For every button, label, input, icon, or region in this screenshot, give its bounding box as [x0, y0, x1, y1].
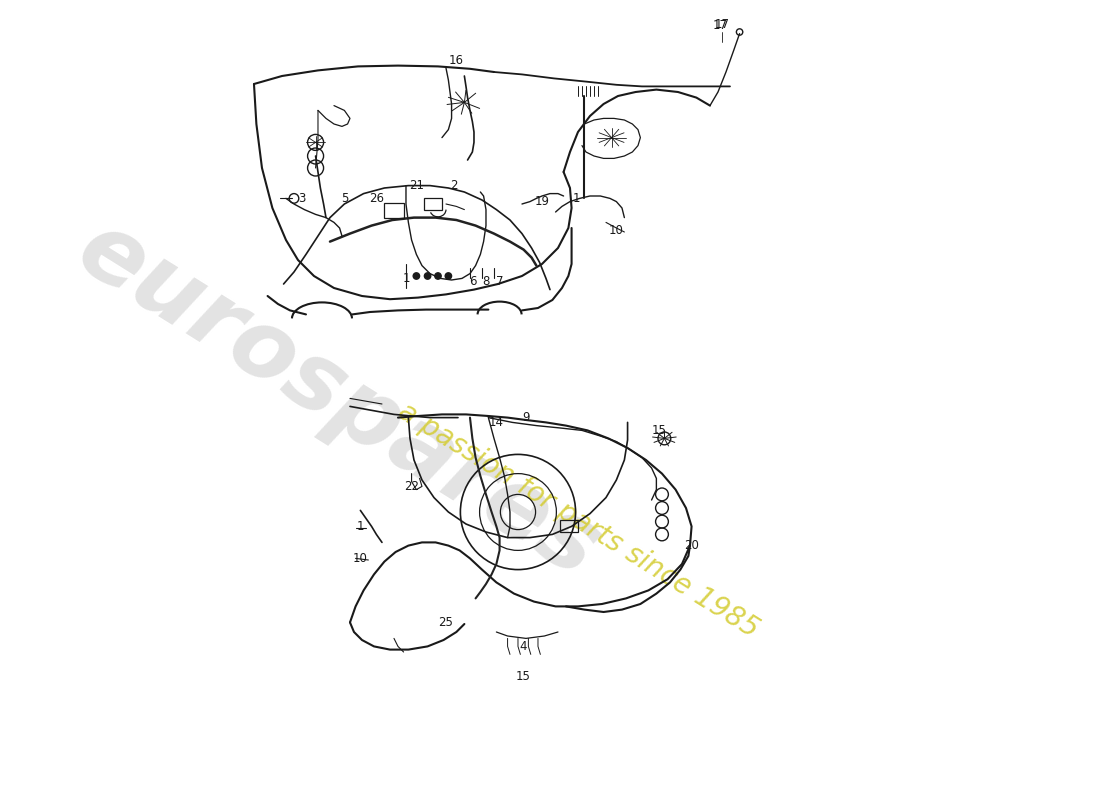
Text: 1: 1 — [573, 192, 580, 205]
Circle shape — [446, 273, 452, 279]
Text: 17: 17 — [713, 19, 728, 32]
Text: 1: 1 — [356, 520, 364, 533]
Text: 17: 17 — [715, 18, 729, 30]
Text: 1: 1 — [403, 272, 409, 285]
Text: 21: 21 — [409, 179, 424, 192]
Circle shape — [414, 273, 419, 279]
Text: 15: 15 — [516, 670, 531, 682]
Text: 2: 2 — [450, 179, 458, 192]
Text: 6: 6 — [469, 275, 476, 288]
Bar — [425, 198, 442, 210]
Text: 22: 22 — [404, 480, 419, 493]
Text: 9: 9 — [522, 411, 530, 424]
Text: 15: 15 — [652, 424, 667, 437]
Text: 8: 8 — [482, 275, 490, 288]
Text: 26: 26 — [368, 192, 384, 205]
Text: 5: 5 — [341, 192, 348, 205]
Text: 10: 10 — [353, 552, 367, 565]
Text: a passion for parts since 1985: a passion for parts since 1985 — [393, 397, 763, 643]
Text: 20: 20 — [684, 539, 699, 552]
Text: eurospares: eurospares — [60, 202, 616, 598]
Text: 19: 19 — [535, 195, 550, 208]
Text: 25: 25 — [439, 616, 453, 629]
Text: 10: 10 — [609, 224, 624, 237]
Bar — [384, 203, 405, 218]
Text: 16: 16 — [449, 54, 464, 66]
Circle shape — [425, 273, 431, 279]
Circle shape — [434, 273, 441, 279]
Text: 14: 14 — [488, 416, 504, 429]
Text: 7: 7 — [496, 275, 504, 288]
Bar — [560, 520, 578, 532]
Text: 3: 3 — [298, 192, 306, 205]
Text: 4: 4 — [520, 640, 527, 653]
